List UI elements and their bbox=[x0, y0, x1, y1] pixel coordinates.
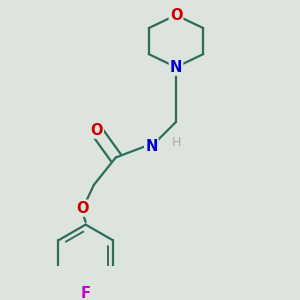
Text: F: F bbox=[81, 286, 91, 300]
Text: N: N bbox=[170, 60, 182, 75]
Text: N: N bbox=[145, 139, 158, 154]
Text: O: O bbox=[90, 123, 103, 138]
Text: O: O bbox=[77, 201, 89, 216]
Text: H: H bbox=[172, 136, 181, 149]
Text: O: O bbox=[170, 8, 182, 22]
